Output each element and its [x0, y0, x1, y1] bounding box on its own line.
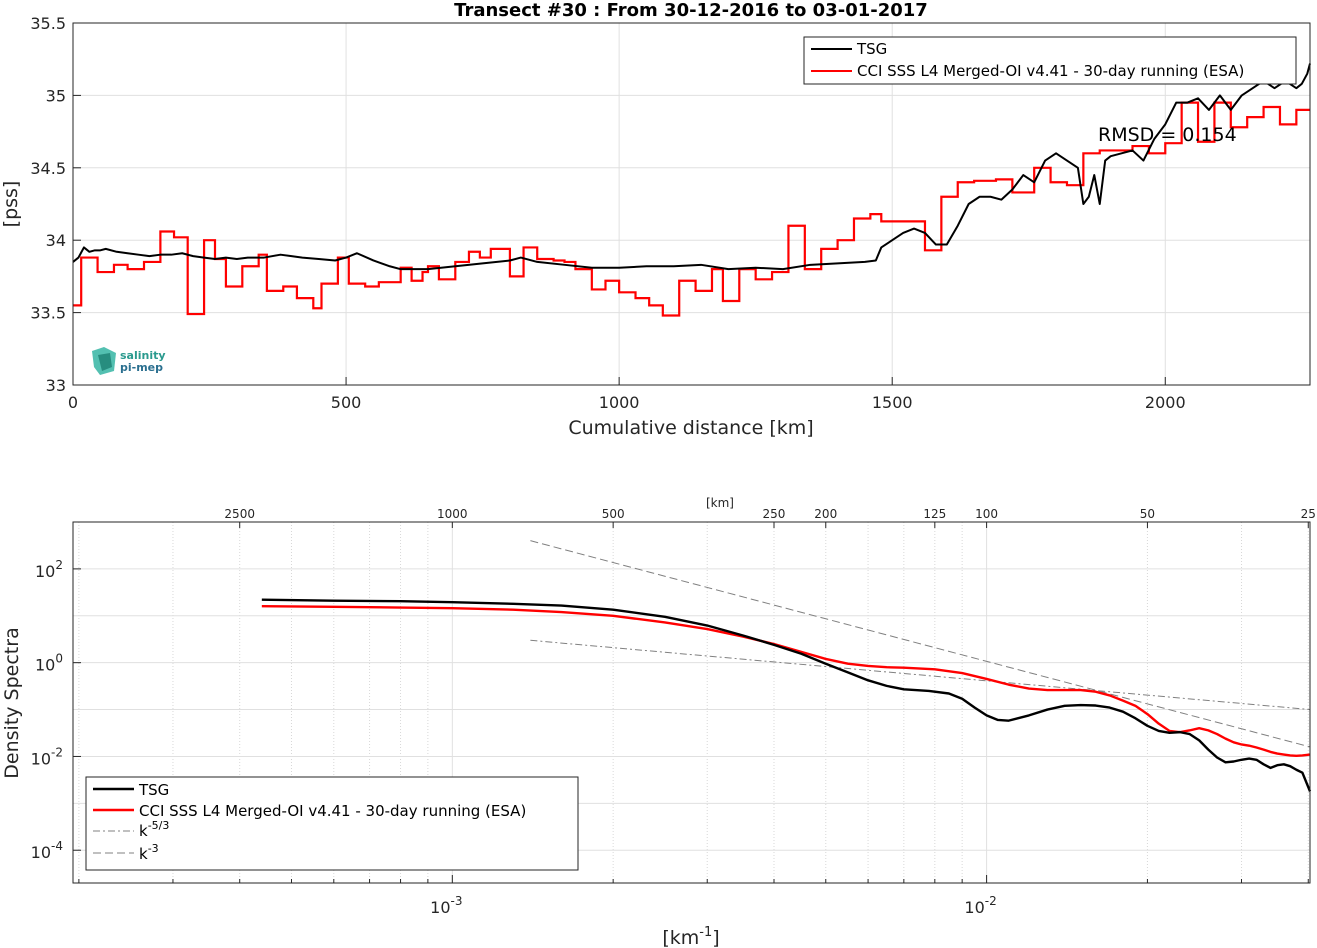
bottom-x-tick-exp: -2 — [985, 894, 997, 908]
bottom-ref-line-k3 — [530, 540, 1311, 748]
bottom-top-tick-label: 250 — [763, 507, 786, 521]
bottom-top-tick-label: 200 — [814, 507, 837, 521]
logo-text-line1: salinity — [120, 349, 166, 362]
top-x-tick-label: 500 — [331, 393, 362, 412]
bottom-x-tick-label: 10-3 — [430, 894, 462, 917]
bottom-tsg-spectrum-line — [261, 598, 1312, 792]
top-legend-label-cci: CCI SSS L4 Merged-OI v4.41 - 30-day runn… — [857, 62, 1244, 80]
bottom-y-tick-base: 10 — [35, 656, 55, 675]
top-tsg-series-line — [72, 63, 1311, 271]
bottom-x-tick-exp: -3 — [451, 894, 463, 908]
bottom-x-axis-label-tail: ] — [712, 927, 719, 948]
top-x-tick-label: 2000 — [1145, 393, 1186, 412]
bottom-top-tick-label: 500 — [602, 507, 625, 521]
bottom-x-axis-label: [km-1] — [662, 925, 719, 948]
top-y-tick-label: 34 — [46, 231, 66, 250]
bottom-legend-label-k53: k-5/3 — [139, 819, 169, 840]
top-x-axis-label: Cumulative distance [km] — [568, 417, 813, 439]
top-y-tick-label: 33 — [46, 376, 66, 395]
top-x-tick-label: 1500 — [872, 393, 913, 412]
legend-k3-sup: -3 — [148, 842, 159, 855]
bottom-y-tick-exp: 0 — [55, 652, 63, 666]
bottom-legend-label-tsg: TSG — [138, 781, 169, 799]
bottom-y-tick-label: 102 — [35, 558, 63, 581]
logo-mark-shade — [98, 353, 112, 371]
top-legend: TSG CCI SSS L4 Merged-OI v4.41 - 30-day … — [803, 36, 1297, 85]
bottom-top-tick-label: 1000 — [437, 507, 468, 521]
logo-text-line2: pi-mep — [120, 361, 163, 374]
bottom-y-tick-label: 10-4 — [31, 839, 63, 862]
top-legend-box — [803, 36, 1297, 85]
bottom-legend: TSG CCI SSS L4 Merged-OI v4.41 - 30-day … — [85, 776, 579, 871]
salinity-pi-mep-logo: salinity pi-mep — [92, 347, 166, 375]
bottom-y-tick-label: 100 — [35, 652, 63, 675]
top-y-tick-label: 35.5 — [30, 14, 66, 33]
top-y-tick-label: 35 — [46, 86, 66, 105]
bottom-x-tick-base: 10 — [430, 898, 450, 917]
bottom-x-tick-label: 10-2 — [964, 894, 996, 917]
legend-k53-base: k — [139, 822, 148, 840]
top-legend-label-tsg: TSG — [856, 40, 887, 58]
top-x-tick-label: 0 — [68, 393, 78, 412]
bottom-x-tick-base: 10 — [964, 898, 984, 917]
top-cci-series-line — [73, 101, 1310, 317]
bottom-top-axis-label: [km] — [706, 496, 734, 510]
rmsd-annotation: RMSD = 0.154 — [1098, 124, 1237, 146]
bottom-top-tick-label: 2500 — [224, 507, 255, 521]
top-x-tick-label: 1000 — [599, 393, 640, 412]
bottom-top-tick-label: 125 — [923, 507, 946, 521]
bottom-legend-label-k3: k-3 — [139, 842, 159, 863]
bottom-x-axis-label-sup: -1 — [699, 925, 712, 940]
top-chart-title: Transect #30 : From 30-12-2016 to 03-01-… — [454, 0, 928, 21]
top-y-axis-label: [pss] — [0, 181, 22, 228]
bottom-series-group — [261, 540, 1312, 792]
bottom-y-tick-exp: 2 — [55, 558, 63, 572]
top-chart-panel: 0 500 1000 1500 2000 33 33.5 34 34.5 35 35.5 Trans… — [0, 0, 1311, 439]
bottom-x-axis-label-base: [km — [662, 927, 699, 948]
bottom-top-tick-label: 25 — [1301, 507, 1316, 521]
top-plot-frame — [72, 22, 1311, 386]
bottom-grid — [73, 522, 1310, 883]
bottom-y-axis-label: Density Spectra — [1, 627, 23, 778]
bottom-y-tick-base: 10 — [35, 562, 55, 581]
bottom-legend-box — [85, 776, 579, 871]
legend-k3-base: k — [139, 845, 148, 863]
bottom-ref-line-k53 — [530, 639, 1311, 711]
bottom-y-tick-base: 10 — [31, 749, 51, 768]
top-y-tick-label: 34.5 — [30, 159, 66, 178]
bottom-y-tick-exp: -2 — [51, 745, 63, 759]
bottom-y-tick-exp: -4 — [51, 839, 63, 853]
bottom-top-tick-label: 100 — [975, 507, 998, 521]
top-y-tick-label: 33.5 — [30, 304, 66, 323]
bottom-legend-label-cci: CCI SSS L4 Merged-OI v4.41 - 30-day runn… — [139, 802, 526, 820]
bottom-cci-spectrum-line — [261, 605, 1311, 758]
bottom-top-tick-label: 50 — [1140, 507, 1155, 521]
legend-k53-sup: -5/3 — [148, 819, 170, 832]
bottom-y-tick-label: 10-2 — [31, 745, 63, 768]
bottom-y-tick-base: 10 — [31, 843, 51, 862]
top-axis-ticks: 0 500 1000 1500 2000 33 33.5 34 34.5 35 35.5 — [30, 14, 1185, 412]
bottom-plot-frame — [72, 521, 1311, 884]
top-series-group — [72, 63, 1311, 317]
